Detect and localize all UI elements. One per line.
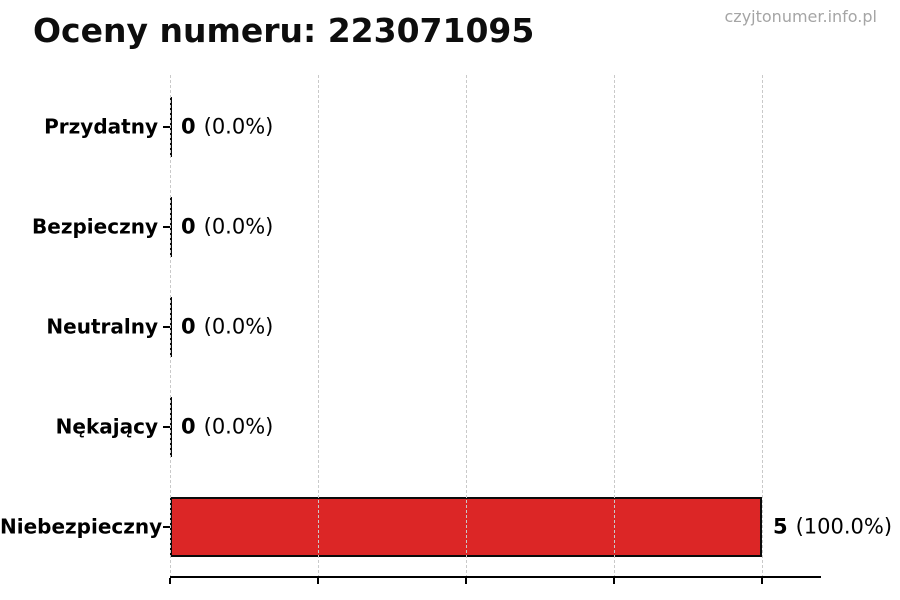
value-count: 0 bbox=[181, 114, 196, 139]
x-axis-tick bbox=[169, 578, 171, 584]
value-label: 0 (0.0%) bbox=[181, 315, 273, 339]
chart-title: Oceny numeru: 223071095 bbox=[33, 11, 535, 50]
x-axis-tick bbox=[464, 578, 467, 584]
value-count: 5 bbox=[772, 514, 788, 539]
x-axis-tick bbox=[760, 578, 763, 584]
value-label: 0 (0.0%) bbox=[181, 115, 273, 139]
value-count: 0 bbox=[181, 414, 196, 439]
value-label: 5 (100.0%) bbox=[773, 515, 892, 539]
x-axis-tick bbox=[612, 578, 615, 584]
gridline bbox=[761, 75, 763, 578]
watermark-text: czyjtonumer.info.pl bbox=[724, 7, 878, 26]
x-axis-tick bbox=[316, 578, 319, 584]
value-percent: (0.0%) bbox=[203, 414, 274, 439]
value-label: 0 (0.0%) bbox=[181, 215, 273, 239]
zero-value-bar bbox=[170, 197, 172, 257]
value-percent: (100.0%) bbox=[795, 514, 893, 539]
gridline bbox=[317, 75, 319, 578]
gridline bbox=[613, 75, 615, 578]
value-count: 0 bbox=[181, 314, 196, 339]
category-label: Nękający bbox=[55, 414, 158, 439]
y-axis-tick bbox=[163, 126, 170, 128]
value-percent: (0.0%) bbox=[203, 114, 274, 139]
zero-value-bar bbox=[170, 297, 172, 357]
category-label: Bezpieczny bbox=[32, 214, 158, 239]
value-percent: (0.0%) bbox=[203, 314, 274, 339]
value-label: 0 (0.0%) bbox=[181, 415, 273, 439]
zero-value-bar bbox=[170, 97, 172, 157]
y-axis-tick bbox=[163, 326, 170, 328]
y-axis-tick bbox=[163, 226, 170, 228]
gridline bbox=[170, 75, 171, 578]
zero-value-bar bbox=[170, 397, 172, 457]
value-percent: (0.0%) bbox=[203, 214, 274, 239]
x-axis-line bbox=[170, 576, 821, 578]
category-label: Przydatny bbox=[44, 114, 158, 139]
y-axis-tick bbox=[163, 526, 170, 528]
category-label: Niebezpieczny bbox=[0, 514, 163, 539]
category-label: Neutralny bbox=[46, 314, 158, 339]
value-count: 0 bbox=[181, 214, 196, 239]
gridline bbox=[465, 75, 467, 578]
y-axis-tick bbox=[163, 426, 170, 428]
